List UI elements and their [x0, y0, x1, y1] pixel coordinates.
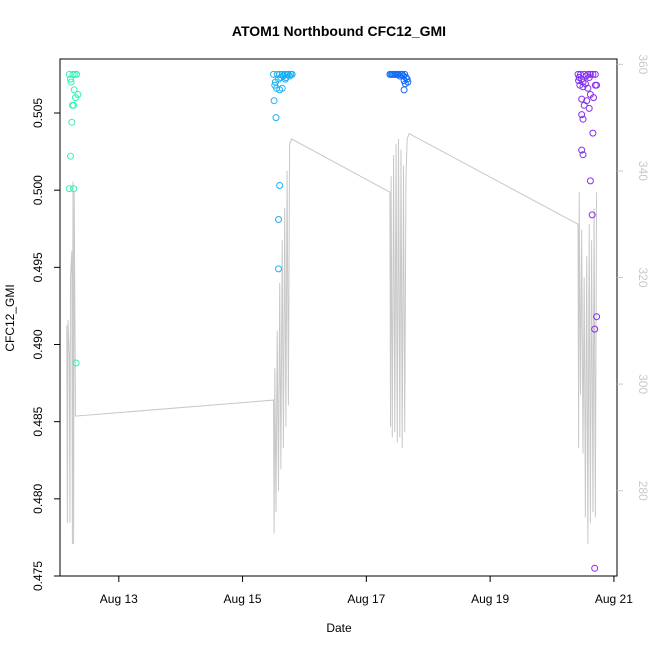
data-point-9 — [68, 118, 76, 126]
y-tick-label-1: 0.480 — [31, 483, 45, 513]
data-point-37 — [272, 114, 280, 122]
data-point-83 — [583, 97, 591, 105]
data-point-8 — [70, 101, 78, 109]
data-point-39 — [275, 216, 282, 223]
data-point-76 — [584, 84, 592, 92]
x-tick-label-3: Aug 19 — [471, 592, 509, 606]
data-point-87 — [589, 129, 597, 137]
data-point-72 — [591, 70, 599, 78]
data-point-86 — [579, 115, 587, 123]
data-point-88 — [578, 146, 586, 154]
y-axis-label: CFC12_GMI — [3, 284, 17, 351]
x-tick-label-2: Aug 17 — [347, 592, 385, 606]
y2-tick-label-1: 300 — [636, 374, 650, 394]
data-point-38 — [276, 182, 284, 189]
data-point-40 — [275, 265, 282, 273]
x-tick-label-4: Aug 21 — [595, 592, 633, 606]
data-point-71 — [589, 70, 597, 78]
data-point-10 — [67, 152, 74, 160]
x-tick-label-1: Aug 15 — [224, 592, 262, 606]
chart-title: ATOM1 Northbound CFC12_GMI — [232, 23, 446, 39]
data-point-92 — [593, 313, 601, 321]
data-point-15 — [74, 91, 82, 98]
data-point-12 — [70, 185, 78, 193]
x-axis-label: Date — [326, 621, 352, 635]
data-point-3 — [70, 86, 78, 94]
data-point-94 — [591, 564, 599, 572]
data-point-68 — [584, 70, 592, 78]
data-point-80 — [593, 81, 601, 89]
secondary-line-layer — [66, 132, 598, 545]
y2-tick-label-4: 360 — [636, 54, 650, 74]
y-tick-label-3: 0.490 — [31, 329, 45, 359]
data-point-27 — [284, 70, 292, 78]
data-point-89 — [579, 151, 587, 159]
y2-tick-label-2: 320 — [636, 268, 650, 288]
y2-tick-label-0: 280 — [636, 481, 650, 501]
data-point-56 — [400, 77, 408, 85]
data-point-35 — [281, 75, 289, 83]
scatter-points-layer — [65, 70, 601, 572]
y-tick-label-6: 0.505 — [31, 98, 45, 128]
y-tick-label-2: 0.485 — [31, 406, 45, 436]
data-point-20 — [276, 70, 284, 78]
data-point-85 — [578, 111, 586, 119]
y2-tick-label-3: 340 — [636, 161, 650, 181]
data-point-84 — [585, 104, 593, 112]
data-point-59 — [400, 86, 408, 94]
data-point-7 — [67, 75, 74, 83]
y-tick-label-4: 0.495 — [31, 252, 45, 282]
secondary-series-line — [66, 132, 598, 545]
data-point-78 — [590, 94, 597, 102]
data-point-1 — [67, 78, 75, 86]
y-tick-label-0: 0.475 — [31, 561, 45, 591]
data-point-30 — [288, 70, 296, 78]
data-point-70 — [586, 70, 594, 78]
y2-axis: 280 300 320 340 360 — [617, 54, 650, 501]
y-axis: 0.475 0.480 0.485 0.490 0.495 0.500 0.505 — [31, 98, 60, 591]
data-point-34 — [278, 84, 286, 92]
data-point-36 — [270, 97, 278, 105]
x-axis: Aug 13 Aug 15 Aug 17 Aug 19 Aug 21 — [100, 576, 633, 606]
data-point-13 — [72, 359, 80, 367]
y-tick-label-5: 0.500 — [31, 175, 45, 205]
plot-frame — [59, 58, 618, 577]
data-point-91 — [588, 211, 596, 219]
data-point-93 — [591, 325, 599, 333]
data-point-11 — [65, 185, 73, 193]
data-point-90 — [586, 177, 594, 185]
x-tick-label-0: Aug 13 — [100, 592, 138, 606]
data-point-14 — [71, 70, 79, 78]
data-point-81 — [578, 95, 586, 103]
